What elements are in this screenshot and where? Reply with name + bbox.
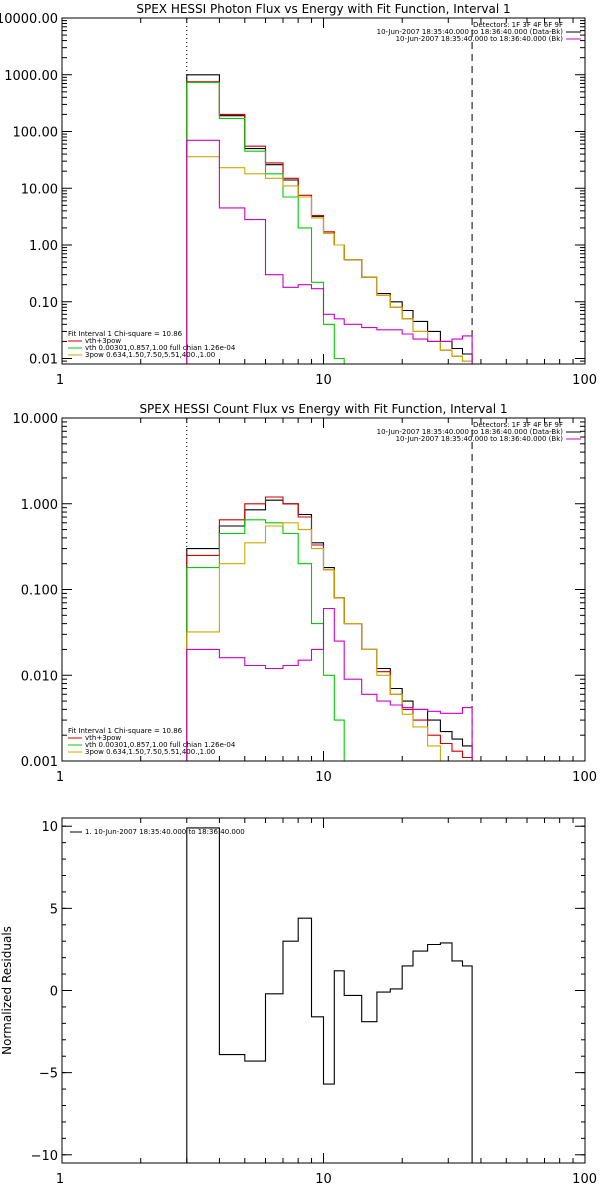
y-axis-label: Normalized Residuals [0,926,14,1055]
legend-entry: 3pow 0.634,1.50,7.50,5.51,400.,1.00 [85,351,215,359]
series-data [186,499,473,761]
y-tick-label: 0.100 [21,584,58,599]
legend-entry: Detectors: 1F 3F 4F 6F 9F [473,421,563,429]
plot-frame [61,817,586,1164]
series-residuals [186,827,473,1163]
chart-title: SPEX HESSI Photon Flux vs Energy with Fi… [136,2,510,16]
plot-frame [61,17,586,365]
legend-entry: Fit Interval 1 Chi-square = 10.86 [68,727,183,735]
series-pow [186,522,453,761]
x-tick-label: 10 [315,770,332,785]
y-tick-label: 1.00 [29,239,58,254]
y-tick-label: 0.001 [21,755,58,770]
legend-entry: 3pow 0.634,1.50,7.50,5.51,400.,1.00 [85,748,215,756]
y-tick-label: 0 [50,985,58,1000]
y-tick-label: 0.010 [21,669,58,684]
legend-entry: vth 0.00301,0.857,1.00 full chian 1.26e-… [85,344,236,352]
series-pow [186,156,473,364]
x-tick-label: 100 [572,1172,597,1187]
legend-entry: 10-Jun-2007 18:35:40.000 to 18:36:40.000… [396,35,564,43]
series-total [186,81,473,364]
y-tick-label: −5 [39,1067,58,1082]
legend-entry: 10-Jun-2007 18:35:40.000 to 18:36:40.000… [377,428,564,436]
residuals-plot: 1 10 100 10 5 0 −5 −10 Normalized Residuals 1. 10… [0,817,597,1187]
plot-frame [61,417,586,762]
legend-entry: 10-Jun-2007 18:35:40.000 to 18:36:40.000… [377,28,564,36]
series-total [186,496,473,761]
y-tick-label: 10000.00 [0,12,58,27]
legend-entry: Fit Interval 1 Chi-square = 10.86 [68,330,183,338]
y-tick-label: 10.00 [21,182,58,197]
x-tick-label: 100 [572,770,597,785]
x-tick-label: 1 [56,770,64,785]
legend-entry: 1. 10-Jun-2007 18:35:40.000 to 18:36:40.… [85,828,245,836]
y-tick-label: 1000.00 [4,69,58,84]
y-tick-label: 10 [41,820,58,835]
chart-title: SPEX HESSI Count Flux vs Energy with Fit… [139,402,507,416]
y-tick-label: 0.10 [29,296,58,311]
x-tick-label: 10 [315,1172,332,1187]
legend-entry: vth 0.00301,0.857,1.00 full chian 1.26e-… [85,741,236,749]
legend-entry: Detectors: 1F 3F 4F 6F 9F [473,21,563,29]
x-tick-label: 1 [56,373,64,388]
y-tick-label: 100.00 [13,126,59,141]
legend-entry: 10-Jun-2007 18:35:40.000 to 18:36:40.000… [396,435,564,443]
count-flux-plot: SPEX HESSI Count Flux vs Energy with Fit… [13,402,598,785]
y-tick-label: 1.000 [21,498,58,513]
legend-entry: vth+3pow [85,337,121,345]
legend-entry: vth+3pow [85,734,121,742]
x-tick-label: 100 [572,373,597,388]
y-tick-label: −10 [31,1149,58,1164]
x-tick-label: 1 [56,1172,64,1187]
photon-flux-plot: SPEX HESSI Photon Flux vs Energy with Fi… [0,2,597,388]
y-tick-label: 5 [50,902,58,917]
y-tick-label: 10.000 [13,412,59,427]
x-tick-label: 10 [315,373,332,388]
series-bk [186,139,473,364]
series-bk [186,607,473,761]
y-tick-label: 0.01 [29,353,58,368]
